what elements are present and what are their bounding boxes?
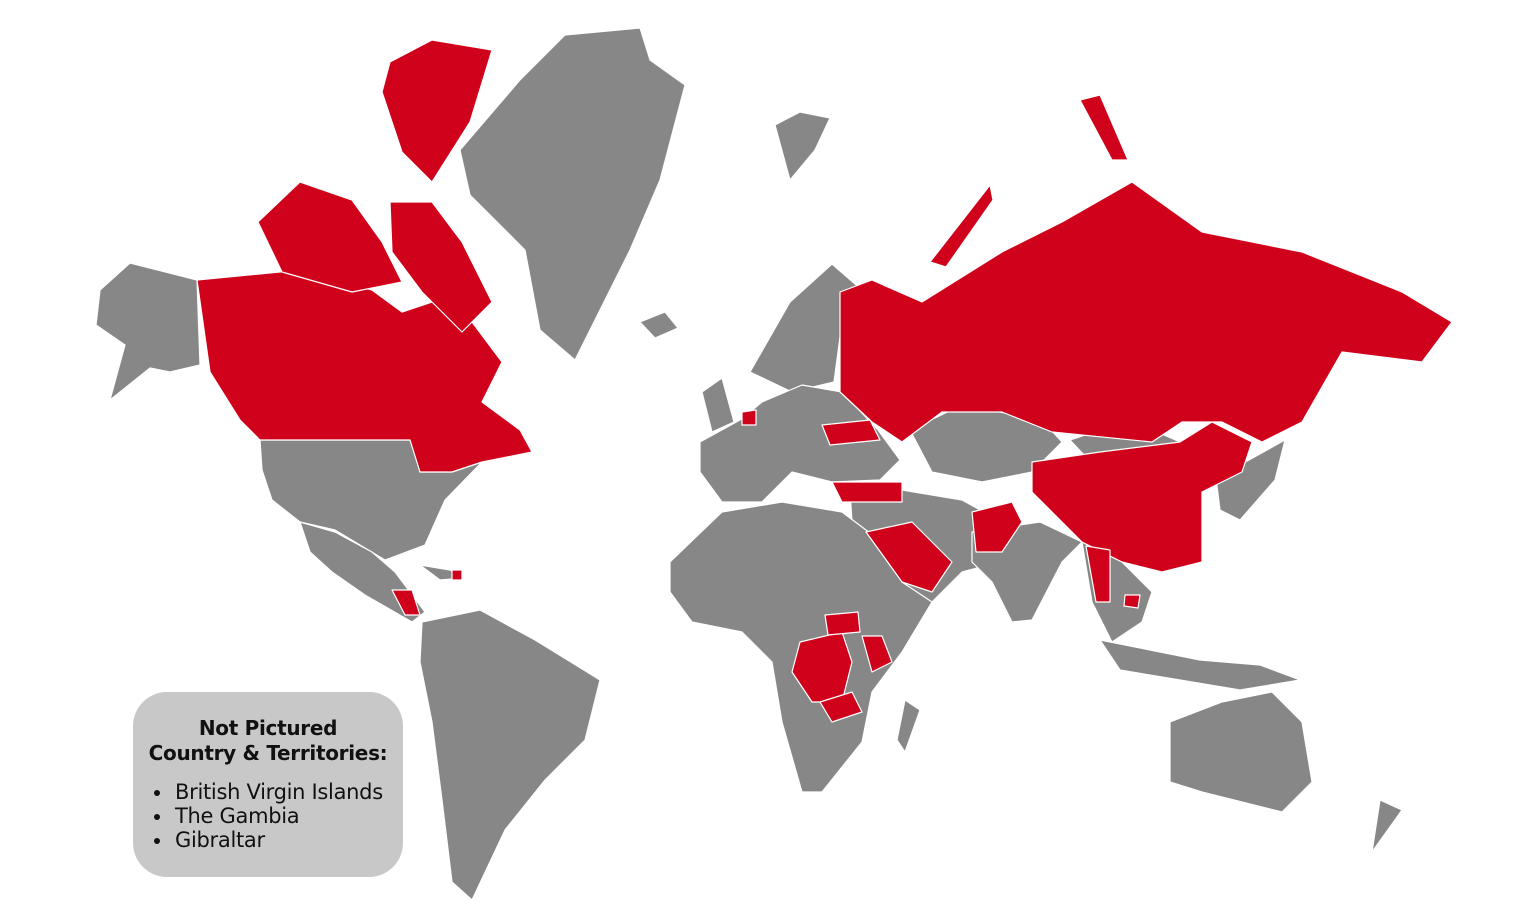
turkey [831, 481, 903, 503]
legend-item: The Gambia [173, 804, 403, 828]
pakistan [971, 501, 1023, 553]
new-zealand [1371, 799, 1403, 853]
greenland [459, 27, 686, 361]
svalbard [774, 111, 831, 181]
indonesia [1099, 639, 1301, 691]
saudi-arabia [865, 521, 953, 593]
netherlands [741, 409, 757, 426]
russia [839, 181, 1453, 443]
ukraine [821, 419, 881, 446]
legend-box: Not Pictured Country & Territories: Brit… [133, 692, 403, 877]
iceland [639, 311, 679, 339]
alaska [95, 262, 201, 401]
legend-title-line2: Country & Territories: [148, 741, 388, 765]
novaya-zemlya [929, 184, 994, 268]
legend-title-line1: Not Pictured [198, 716, 338, 740]
south-america [419, 609, 601, 901]
kenya [861, 635, 893, 673]
franz-josef [1079, 94, 1129, 161]
australia [1169, 691, 1313, 813]
legend-title: Not Pictured Country & Territories: [133, 716, 403, 766]
canada-ellesmere [381, 39, 493, 183]
zambia [819, 691, 863, 723]
uk [701, 377, 735, 433]
south-sudan [824, 611, 861, 636]
central-america-country [391, 589, 421, 616]
legend-item: Gibraltar [173, 828, 403, 852]
madagascar [896, 699, 921, 753]
canada-baffin [389, 201, 493, 333]
mexico-central-america [299, 521, 426, 623]
cambodia [1123, 594, 1141, 609]
china [1031, 421, 1253, 573]
myanmar [1085, 545, 1111, 603]
canada [196, 269, 533, 473]
legend-item: British Virgin Islands [173, 780, 403, 804]
legend-list: British Virgin Islands The Gambia Gibral… [133, 780, 403, 852]
canada-arctic-west [257, 181, 403, 293]
caribbean-country [451, 569, 463, 581]
